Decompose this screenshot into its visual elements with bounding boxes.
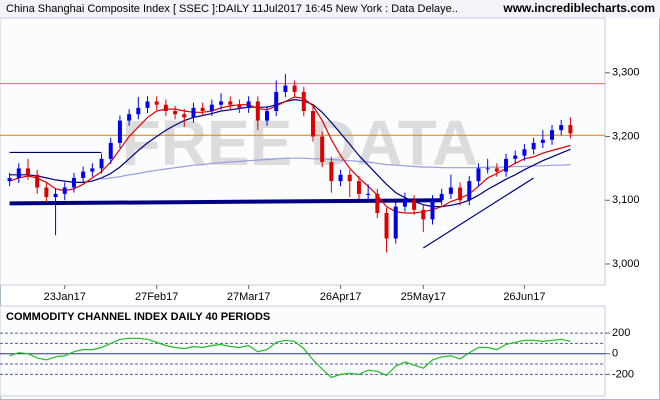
candle-body xyxy=(421,209,426,220)
candle-body xyxy=(504,158,509,172)
candle-body xyxy=(246,101,251,108)
chart-title: China Shanghai Composite Index [ SSEC ]:… xyxy=(6,3,458,15)
candle-body xyxy=(71,177,76,188)
trend-line xyxy=(9,198,442,206)
candle-body xyxy=(136,107,141,115)
candle-body xyxy=(145,101,150,108)
candle-body xyxy=(347,174,352,182)
candle-body xyxy=(448,187,453,194)
y-tick-label: 0 xyxy=(612,348,618,360)
y-tick-label: 3,100 xyxy=(612,194,640,206)
x-tick-label: 27Mar17 xyxy=(227,291,270,303)
candle-body xyxy=(7,177,12,182)
candle-body xyxy=(62,187,67,194)
candle-body xyxy=(99,158,104,169)
candle-body xyxy=(550,130,555,140)
candle-body xyxy=(25,168,30,175)
candle-body xyxy=(182,114,187,118)
candle-body xyxy=(522,149,527,156)
candle-body xyxy=(90,168,95,172)
x-tick-label: 26Apr17 xyxy=(320,291,362,303)
title-bar xyxy=(0,0,660,18)
moving-average xyxy=(9,98,571,208)
candle-body xyxy=(559,125,564,131)
y-tick-label: 200 xyxy=(612,327,630,339)
candle-body xyxy=(375,193,380,213)
y-tick-label: 3,300 xyxy=(612,67,640,79)
cci-line xyxy=(9,337,571,379)
price-panel xyxy=(0,17,606,286)
candle-body xyxy=(494,168,499,172)
candle-body xyxy=(384,212,389,239)
moving-average xyxy=(9,96,571,214)
candle-body xyxy=(81,171,86,178)
candle-body xyxy=(219,101,224,105)
candle-body xyxy=(44,187,49,198)
candle-body xyxy=(412,200,417,210)
candle-body xyxy=(310,111,315,137)
candle-body xyxy=(173,111,178,115)
candle-body xyxy=(154,101,159,105)
candle-body xyxy=(16,168,21,178)
site-name: www.incrediblecharts.com xyxy=(502,1,655,15)
candle-body xyxy=(163,104,168,112)
candle-body xyxy=(255,101,260,121)
candle-body xyxy=(53,193,58,198)
candle-body xyxy=(513,155,518,159)
trend-line xyxy=(422,177,534,249)
candle-body xyxy=(467,181,472,201)
candle-body xyxy=(430,200,435,220)
y-tick-label: 3,000 xyxy=(612,258,640,270)
candle-body xyxy=(127,114,132,121)
candle-body xyxy=(568,125,573,134)
candle-body xyxy=(292,85,297,92)
candle-body xyxy=(200,107,205,112)
candle-body xyxy=(265,111,270,121)
cci-panel xyxy=(0,305,606,397)
x-tick-label: 23Jan17 xyxy=(44,291,86,303)
candle-body xyxy=(458,187,463,201)
y-tick-label: -200 xyxy=(612,368,634,380)
candle-body xyxy=(338,174,343,182)
x-tick-label: 25May17 xyxy=(401,291,446,303)
candle-body xyxy=(366,193,371,195)
candle-body xyxy=(35,174,40,188)
x-tick-label: 27Feb17 xyxy=(135,291,178,303)
moving-average xyxy=(101,157,571,180)
candle-body xyxy=(476,168,481,182)
candle-body xyxy=(485,168,490,170)
candle-body xyxy=(320,136,325,163)
candle-body xyxy=(237,104,242,108)
candle-body xyxy=(531,142,536,150)
candle-body xyxy=(117,120,122,143)
candle-body xyxy=(228,101,233,105)
candle-body xyxy=(393,206,398,239)
candle-body xyxy=(540,139,545,143)
candle-body xyxy=(209,104,214,112)
candle-body xyxy=(356,181,361,194)
candle-body xyxy=(191,107,196,118)
candle-body xyxy=(301,91,306,112)
y-tick-label: 3,200 xyxy=(612,130,640,142)
candle-body xyxy=(329,162,334,182)
candle-body xyxy=(274,91,279,112)
candle-body xyxy=(439,193,444,201)
x-tick-label: 26Jun17 xyxy=(503,291,545,303)
candle-body xyxy=(108,142,113,159)
candle-body xyxy=(283,85,288,92)
panel-title: COMMODITY CHANNEL INDEX DAILY 40 PERIODS xyxy=(6,311,270,323)
candle-body xyxy=(402,200,407,207)
